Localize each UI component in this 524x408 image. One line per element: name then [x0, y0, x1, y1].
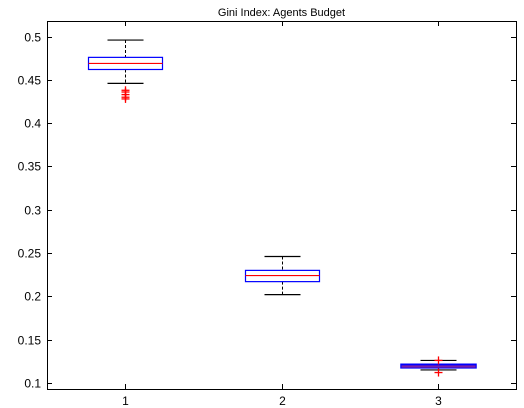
- y-tick-label: 0.1: [24, 377, 41, 391]
- outlier-marker: [434, 368, 443, 377]
- x-tick-label: 2: [279, 394, 286, 408]
- chart-title: Gini Index: Agents Budget: [217, 7, 346, 19]
- y-tick-label: 0.3: [24, 204, 41, 218]
- y-tick-label: 0.45: [18, 74, 42, 88]
- plot-frame: [47, 21, 517, 390]
- x-tick-label: 3: [435, 394, 442, 408]
- y-tick-label: 0.15: [18, 334, 42, 348]
- y-tick-label: 0.5: [24, 31, 41, 45]
- y-tick-label: 0.2: [24, 290, 41, 304]
- x-tick-label: 1: [122, 394, 129, 408]
- y-tick-label: 0.4: [24, 117, 41, 131]
- outlier-marker: [121, 94, 130, 103]
- outlier-marker: [434, 356, 443, 365]
- y-tick-label: 0.35: [18, 160, 42, 174]
- y-tick-label: 0.25: [18, 247, 42, 261]
